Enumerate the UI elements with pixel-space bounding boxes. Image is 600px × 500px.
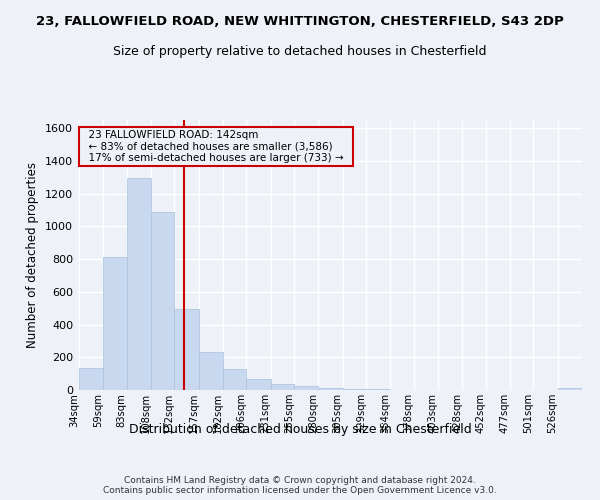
Bar <box>319 388 343 390</box>
Bar <box>103 256 127 390</box>
Bar <box>557 388 582 390</box>
Bar <box>343 388 366 390</box>
Bar <box>271 384 294 390</box>
Bar <box>294 386 319 390</box>
Text: Contains HM Land Registry data © Crown copyright and database right 2024.
Contai: Contains HM Land Registry data © Crown c… <box>103 476 497 495</box>
Y-axis label: Number of detached properties: Number of detached properties <box>26 162 40 348</box>
Bar <box>199 352 223 390</box>
Text: 23 FALLOWFIELD ROAD: 142sqm
  ← 83% of detached houses are smaller (3,586)
  17%: 23 FALLOWFIELD ROAD: 142sqm ← 83% of det… <box>82 130 350 163</box>
Bar <box>223 368 247 390</box>
Bar <box>366 389 391 390</box>
Bar <box>151 212 175 390</box>
Bar <box>247 380 271 390</box>
Text: 23, FALLOWFIELD ROAD, NEW WHITTINGTON, CHESTERFIELD, S43 2DP: 23, FALLOWFIELD ROAD, NEW WHITTINGTON, C… <box>36 15 564 28</box>
Bar <box>127 178 151 390</box>
Text: Size of property relative to detached houses in Chesterfield: Size of property relative to detached ho… <box>113 45 487 58</box>
Text: Distribution of detached houses by size in Chesterfield: Distribution of detached houses by size … <box>128 422 472 436</box>
Bar <box>79 368 103 390</box>
Bar <box>175 309 199 390</box>
